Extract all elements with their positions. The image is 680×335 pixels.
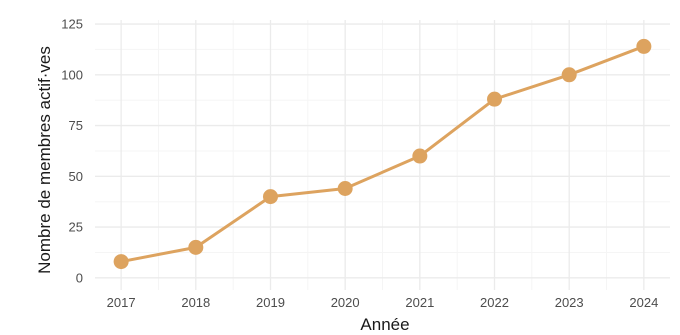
y-axis-ticks: 0 25 50 75 100 125 (61, 17, 83, 286)
data-point (188, 239, 204, 255)
y-tick-label: 25 (69, 220, 83, 235)
x-tick-label: 2018 (181, 295, 210, 310)
x-tick-label: 2017 (107, 295, 136, 310)
data-point (337, 180, 353, 196)
x-tick-label: 2024 (629, 295, 658, 310)
x-tick-label: 2023 (555, 295, 584, 310)
x-tick-label: 2022 (480, 295, 509, 310)
data-point (412, 148, 428, 164)
y-tick-label: 50 (69, 169, 83, 184)
x-axis-title: Année (360, 315, 409, 334)
x-tick-label: 2021 (405, 295, 434, 310)
data-point (561, 67, 577, 83)
grid-minor (95, 20, 670, 290)
data-point (113, 254, 129, 270)
y-tick-label: 100 (61, 67, 83, 82)
y-tick-label: 0 (76, 270, 83, 285)
y-axis-title: Nombre de membres actif·ves (35, 46, 54, 274)
data-point (636, 38, 652, 54)
y-tick-label: 75 (69, 118, 83, 133)
series-layer (113, 38, 652, 270)
y-tick-label: 125 (61, 17, 83, 32)
x-axis-ticks: 2017 2018 2019 2020 2021 2022 2023 2024 (107, 295, 659, 310)
data-point (487, 91, 503, 107)
series-line (119, 44, 646, 264)
data-point (262, 189, 278, 205)
x-tick-label: 2020 (331, 295, 360, 310)
x-tick-label: 2019 (256, 295, 285, 310)
